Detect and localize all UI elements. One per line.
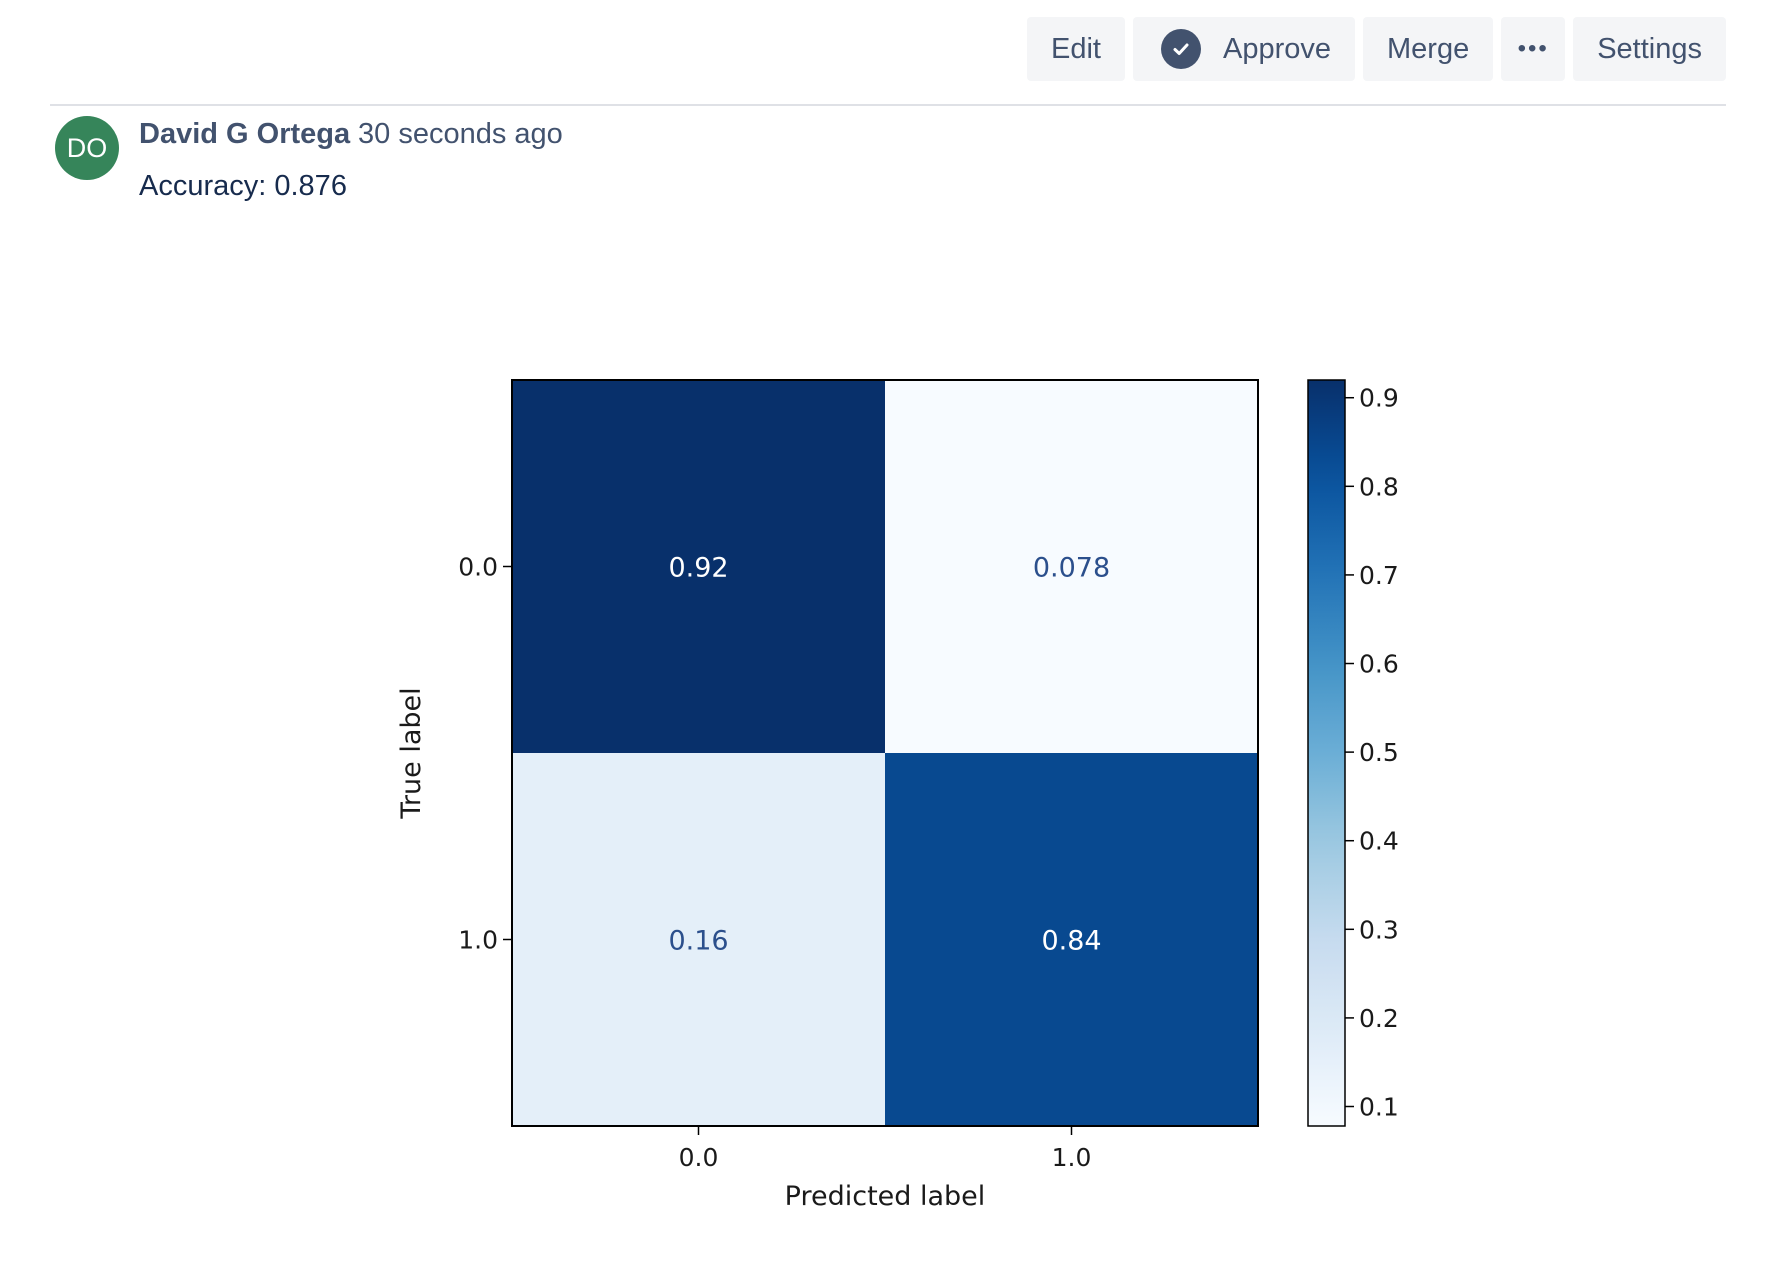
edit-button[interactable]: Edit xyxy=(1027,17,1125,81)
y-axis-label: True label xyxy=(396,687,427,819)
more-icon: ••• xyxy=(1517,35,1549,62)
x-tick-label: 1.0 xyxy=(1052,1143,1092,1172)
cell-value-label: 0.078 xyxy=(1033,553,1110,584)
cell-value-label: 0.92 xyxy=(668,553,728,584)
matrix-cell xyxy=(885,753,1258,1126)
colorbar-tick-label: 0.1 xyxy=(1359,1093,1399,1122)
colorbar-tick-label: 0.3 xyxy=(1359,915,1399,944)
colorbar-tick-label: 0.9 xyxy=(1359,384,1399,413)
confusion-matrix-chart: 0.92 0.078 0.16 0.84 0.0 1.0 0.0 1.0 Predicted l… xyxy=(396,379,1399,1212)
comment-body: Accuracy: 0.876 xyxy=(139,170,347,202)
colorbar-tick-label: 0.6 xyxy=(1359,650,1399,679)
cell-value-label: 0.84 xyxy=(1041,926,1101,957)
x-tick-label: 0.0 xyxy=(679,1143,719,1172)
y-tick-label: 1.0 xyxy=(458,926,498,955)
colorbar-tick-label: 0.8 xyxy=(1359,472,1399,501)
matrix-frame xyxy=(511,379,1259,1127)
colorbar-tick-label: 0.7 xyxy=(1359,561,1399,590)
matrix-cell xyxy=(512,753,885,1126)
matrix-cell xyxy=(885,380,1258,753)
matrix-cell xyxy=(512,380,885,753)
cell-value-label: 0.16 xyxy=(668,926,728,957)
approve-button[interactable]: Approve xyxy=(1132,17,1355,81)
colorbar-tick-label: 0.2 xyxy=(1359,1004,1399,1033)
colorbar-tick-label: 0.5 xyxy=(1359,738,1399,767)
colorbar xyxy=(1307,379,1346,1127)
settings-button[interactable]: Settings xyxy=(1573,17,1726,81)
x-axis-label: Predicted label xyxy=(785,1181,986,1212)
approve-label: Approve xyxy=(1222,32,1331,65)
review-toolbar: Edit Approve Merge ••• Settings xyxy=(1027,17,1726,81)
colorbar-tick-label: 0.4 xyxy=(1359,827,1399,856)
comment-timestamp[interactable]: 30 seconds ago xyxy=(358,118,563,150)
merge-button[interactable]: Merge xyxy=(1363,17,1494,81)
header-divider xyxy=(50,104,1726,106)
check-icon xyxy=(1160,29,1201,69)
more-options-button[interactable]: ••• xyxy=(1501,17,1566,81)
comment-author[interactable]: David G Ortega xyxy=(139,118,351,150)
avatar[interactable]: DO xyxy=(55,116,119,180)
y-tick-label: 0.0 xyxy=(458,553,498,582)
